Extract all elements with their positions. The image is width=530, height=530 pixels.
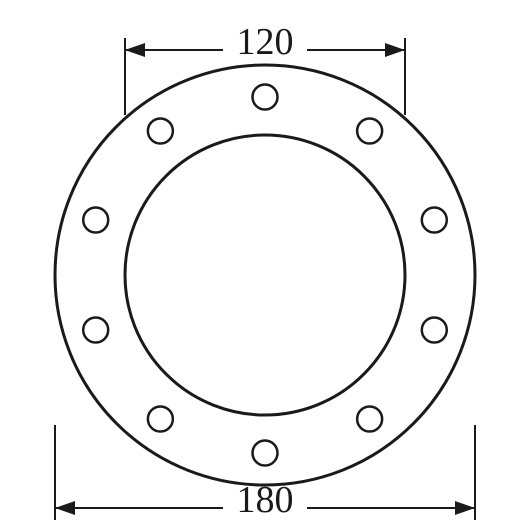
bolt-hole [357, 118, 382, 143]
bolt-hole [83, 318, 108, 343]
bolt-hole [148, 118, 173, 143]
bolt-hole [422, 318, 447, 343]
bolt-hole [422, 207, 447, 232]
dim-label-outer: 180 [237, 479, 294, 521]
outer-circle [55, 65, 475, 485]
inner-circle [125, 135, 405, 415]
bolt-hole [83, 207, 108, 232]
bolt-hole [357, 407, 382, 432]
bolt-hole [148, 407, 173, 432]
bolt-hole [253, 441, 278, 466]
bolt-hole [253, 85, 278, 110]
dim-label-inner: 120 [237, 21, 294, 63]
flange-diagram: 120 180 [0, 0, 530, 530]
